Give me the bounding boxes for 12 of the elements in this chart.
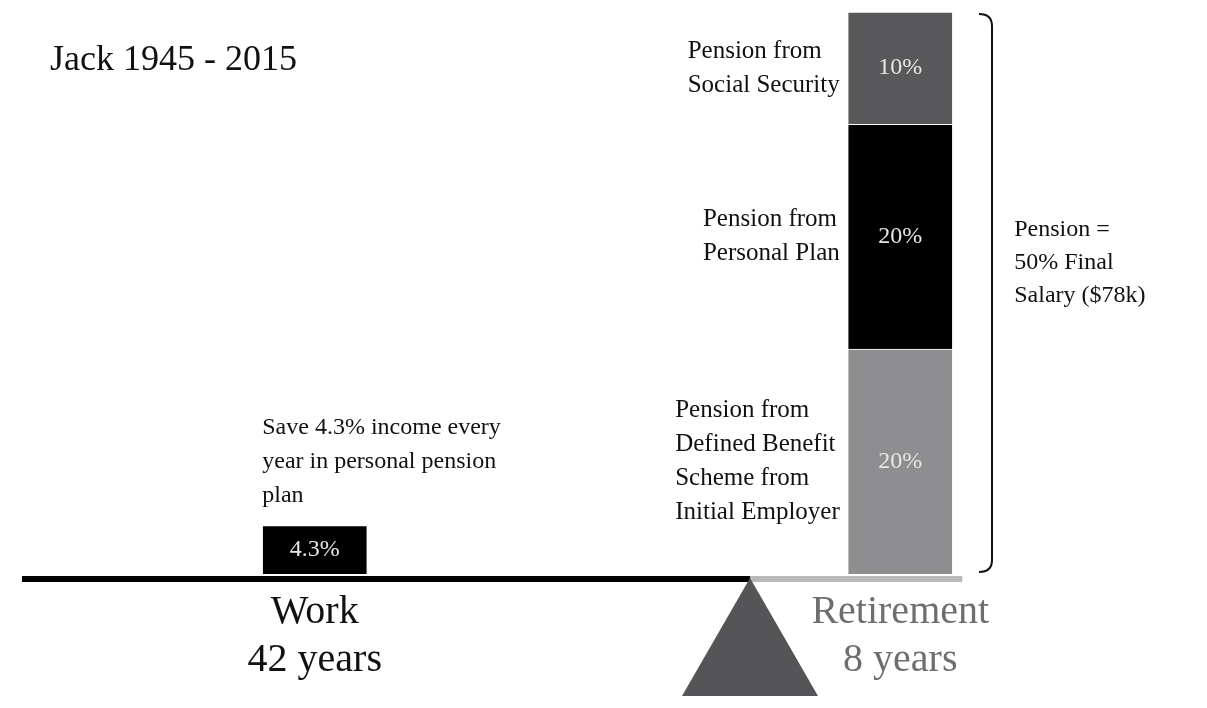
data-label: 4.3%: [289, 535, 340, 562]
x-tick-label: Work 42 years: [247, 586, 382, 680]
series-label: Pension from Defined Benefit Scheme from Initial Employer: [675, 395, 841, 525]
data-label: 10%: [878, 53, 923, 80]
series-label: Pension from Personal Plan: [702, 204, 841, 266]
text: Jack 1945 - 2015: [50, 38, 297, 78]
annotation: Pension = 50% Final Salary ($78k): [1014, 215, 1146, 308]
data-label: 20%: [878, 446, 923, 473]
series-label: Save 4.3% income every year in personal pension plan: [262, 412, 501, 507]
series-label: Pension from Social Security: [687, 35, 841, 97]
x-tick-label: Retirement 8 years: [811, 586, 990, 680]
data-label: 20%: [878, 222, 923, 249]
